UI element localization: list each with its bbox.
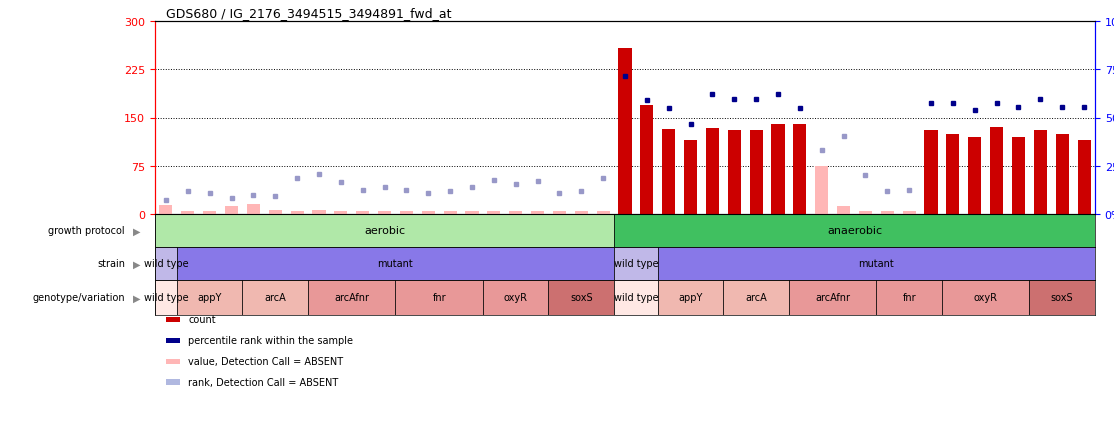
Text: arcA: arcA <box>745 293 768 303</box>
Bar <box>177 247 614 280</box>
Bar <box>684 141 697 214</box>
Text: fnr: fnr <box>902 293 916 303</box>
Bar <box>657 247 1095 280</box>
Bar <box>750 131 763 214</box>
Bar <box>466 211 479 214</box>
Bar <box>1029 280 1095 315</box>
Bar <box>482 280 548 315</box>
Text: wild type: wild type <box>144 293 188 303</box>
Bar <box>182 211 194 214</box>
Text: arcAfnr: arcAfnr <box>334 293 369 303</box>
Bar <box>400 211 413 214</box>
Bar <box>1056 134 1068 214</box>
Bar <box>925 131 938 214</box>
Bar <box>614 214 1095 247</box>
Text: percentile rank within the sample: percentile rank within the sample <box>188 335 353 345</box>
Bar <box>177 280 243 315</box>
Bar <box>614 280 657 315</box>
Bar <box>657 280 723 315</box>
Bar <box>155 280 177 315</box>
Text: anaerobic: anaerobic <box>827 226 882 236</box>
Text: wild type: wild type <box>614 259 658 269</box>
Bar <box>877 280 942 315</box>
Text: growth protocol: growth protocol <box>48 226 125 236</box>
Bar <box>159 206 173 214</box>
Bar <box>356 211 369 214</box>
Bar <box>155 214 614 247</box>
Bar <box>509 211 522 214</box>
Text: soxS: soxS <box>570 293 593 303</box>
Text: oxyR: oxyR <box>504 293 528 303</box>
Bar <box>789 280 877 315</box>
Bar <box>312 210 325 214</box>
Text: genotype/variation: genotype/variation <box>32 293 125 303</box>
Bar <box>641 105 654 214</box>
Bar <box>881 211 893 214</box>
Bar <box>225 207 238 214</box>
Bar <box>268 210 282 214</box>
Bar <box>968 138 981 214</box>
Text: rank, Detection Call = ABSENT: rank, Detection Call = ABSENT <box>188 377 339 387</box>
Bar <box>291 211 304 214</box>
Text: appY: appY <box>678 293 703 303</box>
Bar <box>548 280 614 315</box>
Bar <box>902 211 916 214</box>
Text: mutant: mutant <box>378 259 413 269</box>
Bar <box>837 207 850 214</box>
Bar <box>487 211 500 214</box>
Bar <box>662 130 675 214</box>
Bar <box>793 125 807 214</box>
Bar <box>859 211 872 214</box>
Bar <box>378 211 391 214</box>
Text: ▶: ▶ <box>133 226 140 236</box>
Text: wild type: wild type <box>144 259 188 269</box>
Bar <box>395 280 482 315</box>
Text: GDS680 / IG_2176_3494515_3494891_fwd_at: GDS680 / IG_2176_3494515_3494891_fwd_at <box>166 7 451 20</box>
Bar <box>155 247 177 280</box>
Bar <box>618 49 632 214</box>
Bar <box>597 211 609 214</box>
Bar <box>334 211 348 214</box>
Bar <box>723 280 789 315</box>
Bar <box>553 211 566 214</box>
Text: appY: appY <box>197 293 222 303</box>
Bar <box>815 166 829 214</box>
Bar <box>531 211 544 214</box>
Bar <box>942 280 1029 315</box>
Bar <box>422 211 434 214</box>
Bar <box>706 129 719 214</box>
Bar <box>990 128 1004 214</box>
Text: oxyR: oxyR <box>974 293 998 303</box>
Text: strain: strain <box>97 259 125 269</box>
Text: fnr: fnr <box>432 293 446 303</box>
Bar <box>1077 141 1091 214</box>
Bar <box>772 125 784 214</box>
Text: aerobic: aerobic <box>364 226 405 236</box>
Text: value, Detection Call = ABSENT: value, Detection Call = ABSENT <box>188 356 343 366</box>
Bar <box>243 280 309 315</box>
Bar <box>947 134 959 214</box>
Text: arcAfnr: arcAfnr <box>815 293 850 303</box>
Bar <box>727 131 741 214</box>
Bar <box>247 205 260 214</box>
Bar <box>203 211 216 214</box>
Bar <box>614 247 657 280</box>
Text: arcA: arcA <box>264 293 286 303</box>
Bar <box>575 211 588 214</box>
Bar <box>309 280 395 315</box>
Bar <box>1034 131 1047 214</box>
Bar <box>443 211 457 214</box>
Text: count: count <box>188 315 216 325</box>
Text: mutant: mutant <box>859 259 895 269</box>
Text: ▶: ▶ <box>133 259 140 269</box>
Bar <box>1012 138 1025 214</box>
Text: soxS: soxS <box>1051 293 1074 303</box>
Text: wild type: wild type <box>614 293 658 303</box>
Text: ▶: ▶ <box>133 293 140 303</box>
